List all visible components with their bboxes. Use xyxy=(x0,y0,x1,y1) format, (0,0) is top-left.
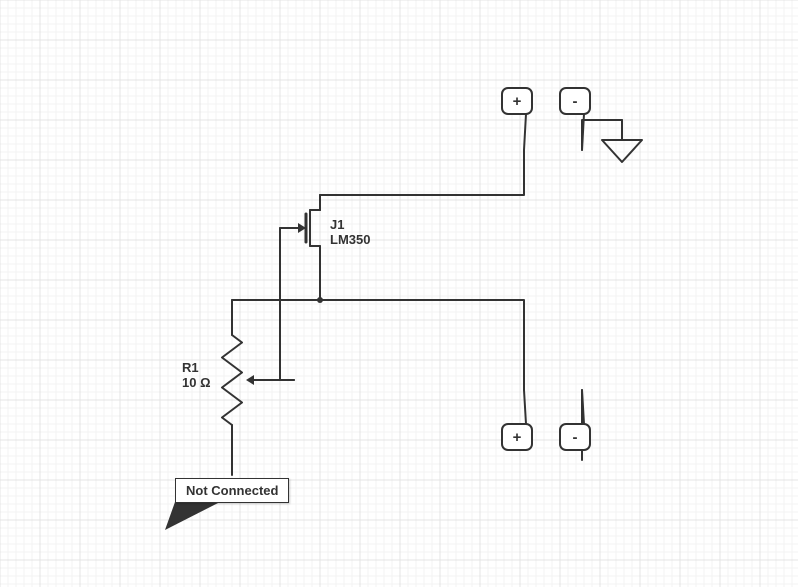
svg-text:+: + xyxy=(513,429,522,446)
svg-text:-: - xyxy=(573,429,578,446)
schematic: + - + - xyxy=(0,0,798,587)
svg-text:+: + xyxy=(513,93,522,110)
not-connected-callout[interactable]: Not Connected xyxy=(175,478,289,503)
schematic-canvas[interactable]: +-+- J1 LM350 R1 10 Ω Not Connected xyxy=(0,0,798,587)
svg-text:-: - xyxy=(573,93,578,110)
callout-text: Not Connected xyxy=(186,483,278,498)
